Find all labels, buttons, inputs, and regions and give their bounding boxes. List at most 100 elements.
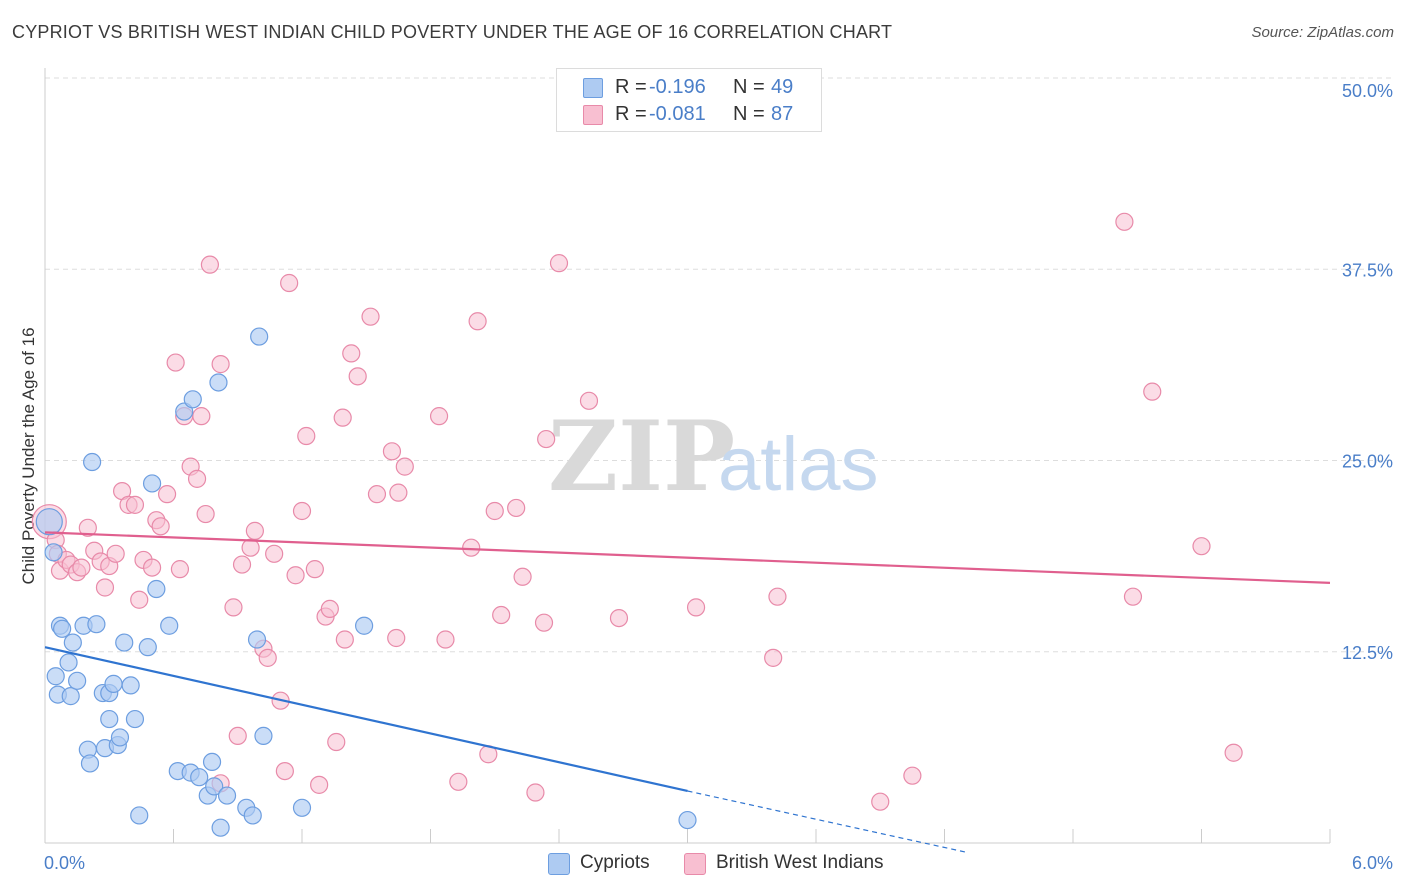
- bwi-point: [686, 598, 706, 617]
- bwi-point: [1224, 743, 1243, 762]
- cypriots-point: [115, 633, 134, 652]
- bwi-point: [170, 560, 190, 579]
- cypriots-point: [211, 818, 230, 837]
- bwi-point: [462, 538, 481, 557]
- cypriots-legend-swatch: [548, 853, 570, 875]
- cypriots-trend-line: [44, 646, 688, 793]
- bwi-point: [1143, 382, 1162, 401]
- cypriots-point: [35, 508, 63, 536]
- x-tick-label: 0.0%: [44, 853, 85, 873]
- bwi-point: [151, 517, 170, 536]
- bwi-point: [395, 457, 414, 476]
- series-british-west-indians: [31, 212, 1243, 811]
- bwi-point: [367, 485, 387, 504]
- bwi-legend-swatch: [684, 853, 706, 875]
- bwi-point: [241, 538, 260, 557]
- bwi-point: [768, 587, 787, 606]
- bwi-point: [1115, 212, 1134, 231]
- n-value: 87: [771, 103, 794, 125]
- cypriots-point: [44, 543, 63, 562]
- bwi-point: [166, 353, 185, 372]
- bwi-point: [228, 726, 247, 746]
- cypriots-point: [243, 806, 262, 825]
- cypriots-legend-label: Cypriots: [580, 852, 650, 873]
- bwi-point: [280, 273, 299, 293]
- cypriots-point: [209, 373, 228, 392]
- cypriots-point: [217, 786, 237, 805]
- y-tick-label: 12.5%: [1342, 643, 1393, 663]
- bwi-point: [903, 766, 922, 785]
- cypriots-point: [104, 674, 123, 693]
- bwi-point: [192, 407, 211, 426]
- bwi-point: [1123, 587, 1143, 606]
- bwi-swatch: [583, 105, 603, 125]
- cypriots-point: [678, 810, 697, 830]
- cypriots-point: [46, 667, 65, 686]
- cypriots-point: [125, 709, 145, 729]
- cypriots-point: [61, 687, 80, 706]
- bwi-point: [320, 599, 339, 619]
- bwi-point: [436, 630, 455, 649]
- cypriots-point: [63, 633, 82, 652]
- cypriots-point: [130, 806, 149, 825]
- stats-legend: R = -0.196 N = 49 R = -0.081 N = 87: [556, 68, 822, 132]
- bwi-point: [609, 608, 629, 628]
- bwi-point: [275, 761, 294, 781]
- cypriots-point: [87, 615, 106, 634]
- bwi-point: [485, 501, 504, 521]
- cypriots-point: [100, 709, 119, 729]
- cypriots-point: [121, 676, 140, 695]
- cypriots-point: [160, 616, 179, 635]
- cypriots-point: [250, 327, 269, 346]
- bwi-point: [549, 254, 569, 273]
- bwi-point: [534, 613, 554, 632]
- n-label: N =: [733, 103, 765, 125]
- bwi-point: [513, 567, 532, 586]
- y-tick-label: 50.0%: [1342, 81, 1393, 101]
- x-tick-labels: 0.0% 6.0%: [44, 853, 1393, 873]
- bwi-point: [130, 590, 149, 609]
- bwi-point: [187, 469, 207, 488]
- bwi-point: [333, 408, 352, 427]
- bwi-point: [389, 483, 408, 502]
- bwi-point: [125, 495, 145, 514]
- bwi-point: [157, 485, 177, 504]
- watermark-atlas: atlas: [718, 422, 879, 507]
- bwi-point: [305, 560, 324, 579]
- series-cypriots: [35, 327, 697, 837]
- watermark: ZIP atlas: [548, 400, 879, 513]
- bwi-point: [449, 772, 468, 791]
- y-tick-label: 25.0%: [1342, 452, 1393, 472]
- cypriots-point: [205, 777, 224, 796]
- bwi-point: [327, 732, 346, 752]
- cypriots-point: [83, 452, 102, 472]
- bwi-point: [258, 648, 277, 667]
- cypriots-point: [68, 671, 87, 690]
- trend-lines: [44, 531, 1331, 853]
- cypriots-trend-extension: [687, 790, 967, 853]
- cypriots-point: [110, 728, 130, 747]
- bwi-point: [72, 558, 91, 577]
- cypriots-point: [80, 754, 100, 773]
- cypriots-point: [202, 752, 222, 772]
- cypriots-point: [59, 653, 78, 672]
- bwi-point: [200, 255, 220, 274]
- bwi-point: [348, 367, 367, 386]
- bwi-point: [286, 566, 305, 585]
- cypriots-point: [138, 638, 157, 657]
- bwi-point: [265, 544, 284, 563]
- bwi-point: [764, 648, 783, 667]
- bwi-point: [106, 544, 125, 563]
- r-label: R =: [615, 76, 647, 98]
- bwi-point: [232, 555, 252, 574]
- bwi-point: [292, 501, 312, 521]
- bwi-point: [507, 498, 526, 518]
- cypriots-point: [183, 390, 202, 409]
- bwi-point: [245, 521, 264, 540]
- bwi-trend-line: [44, 531, 1331, 584]
- axes: [44, 68, 1331, 844]
- y-tick-labels: 12.5% 25.0% 37.5% 50.0%: [1342, 81, 1393, 663]
- bwi-point: [297, 426, 316, 446]
- bwi-point: [361, 307, 380, 326]
- n-value: 49: [771, 76, 794, 98]
